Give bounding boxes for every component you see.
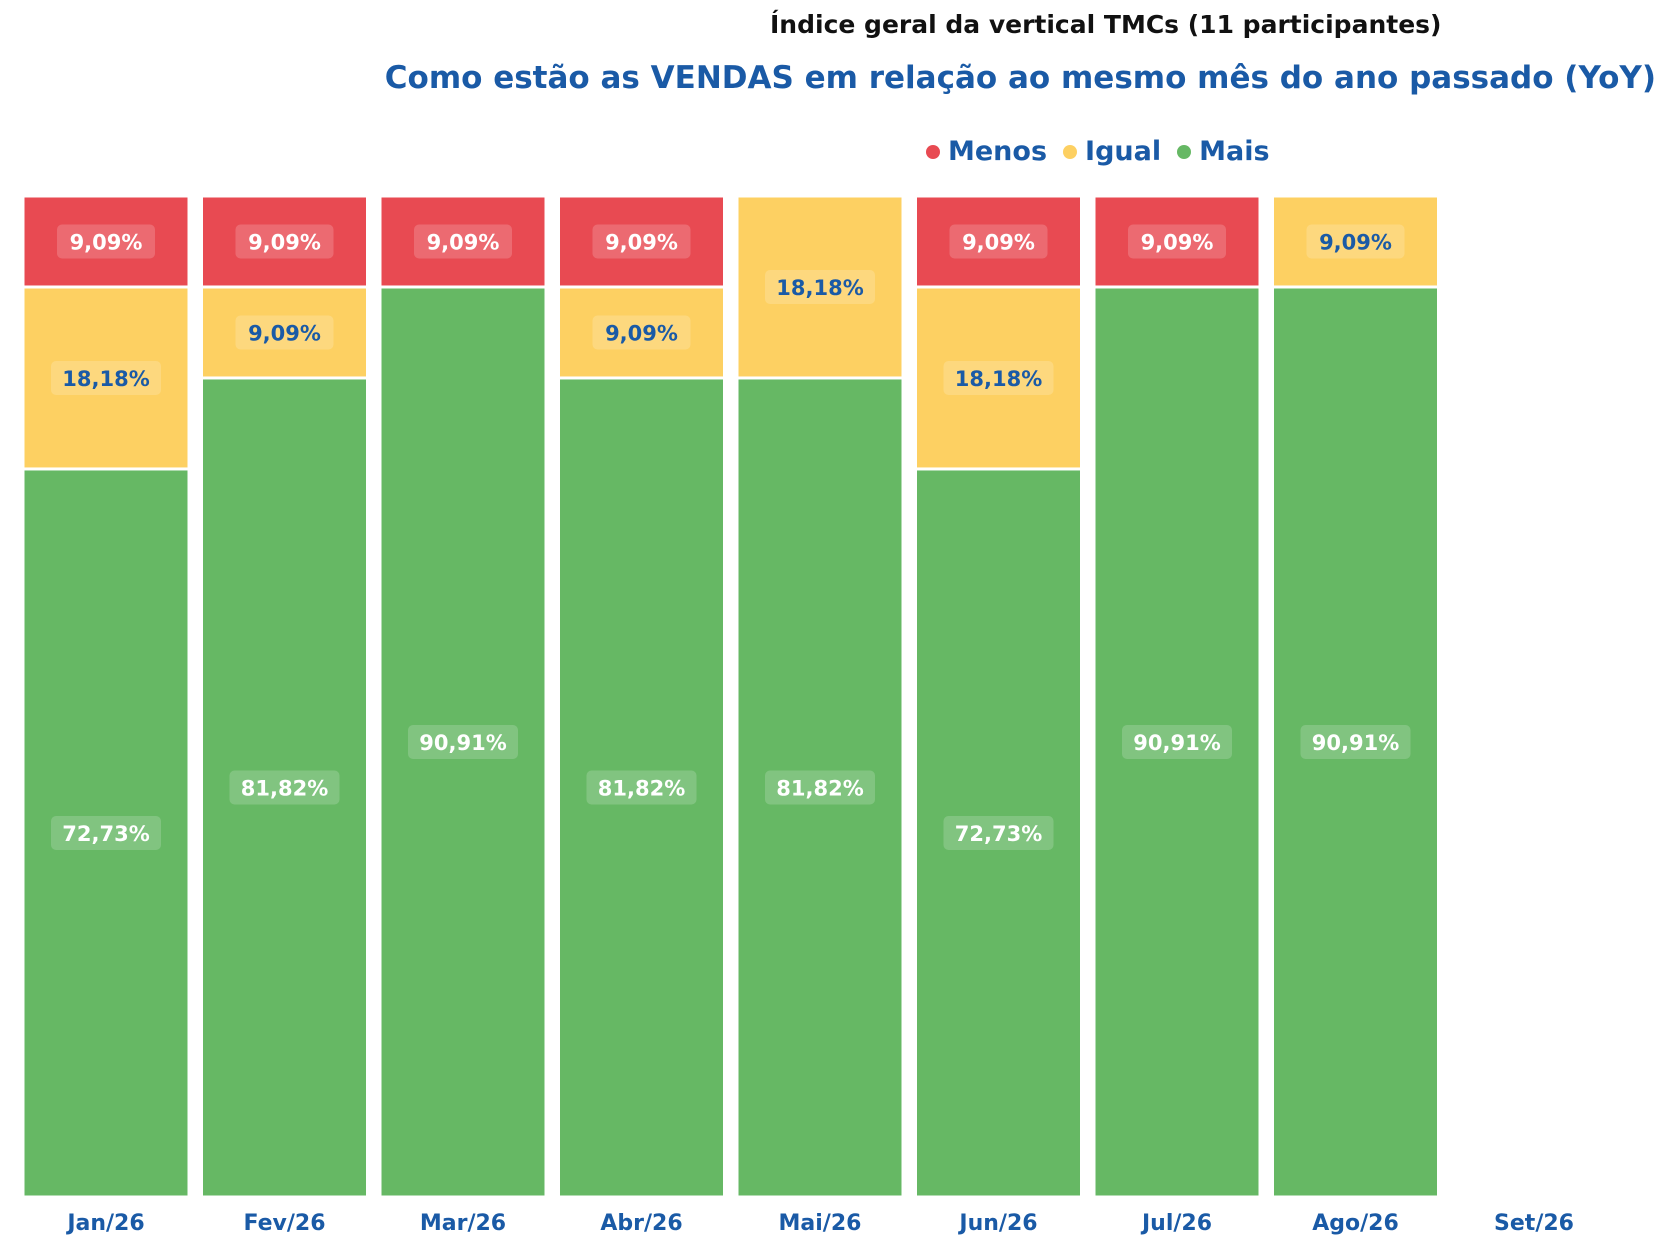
svg-text:9,09%: 9,09% <box>605 321 678 345</box>
data-label-igual-abr-26: 9,09% <box>592 315 691 350</box>
bar-segment-menos-jul-26 <box>1092 194 1262 289</box>
data-label-menos-abr-26: 9,09% <box>592 224 691 259</box>
data-label-mais-ago-26: 90,91% <box>1300 724 1411 759</box>
data-label-igual-jun-26: 18,18% <box>943 360 1054 395</box>
data-label-menos-fev-26: 9,09% <box>235 224 334 259</box>
bar-segment-igual-jun-26 <box>914 285 1083 471</box>
svg-text:9,09%: 9,09% <box>962 230 1035 254</box>
bar-segment-menos-fev-26 <box>200 194 369 289</box>
bar-segment-mais-jan-26 <box>21 467 191 1199</box>
bar-segment-mais-jul-26 <box>1092 285 1262 1199</box>
svg-text:90,91%: 90,91% <box>1312 731 1399 755</box>
svg-text:18,18%: 18,18% <box>62 367 149 391</box>
data-label-igual-fev-26: 9,09% <box>235 315 334 350</box>
svg-text:9,09%: 9,09% <box>427 230 500 254</box>
data-label-mais-jan-26: 72,73% <box>51 815 161 850</box>
data-label-mais-abr-26: 81,82% <box>586 770 697 805</box>
x-tick-label-jun-26: Jun/26 <box>957 1211 1037 1236</box>
x-tick-label-jan-26: Jan/26 <box>65 1211 144 1236</box>
legend-swatch-mais <box>1177 144 1192 159</box>
data-label-mais-mai-26: 81,82% <box>765 770 875 805</box>
svg-text:81,82%: 81,82% <box>241 776 328 800</box>
svg-text:9,09%: 9,09% <box>70 230 143 254</box>
svg-text:9,09%: 9,09% <box>605 230 678 254</box>
svg-text:72,73%: 72,73% <box>62 822 149 846</box>
data-label-menos-jul-26: 9,09% <box>1128 224 1226 259</box>
data-label-mais-fev-26: 81,82% <box>229 770 340 805</box>
svg-text:18,18%: 18,18% <box>776 276 863 300</box>
legend-label-igual: Igual <box>1085 136 1162 167</box>
x-tick-label-ago-26: Ago/26 <box>1312 1211 1399 1236</box>
x-tick-label-abr-26: Abr/26 <box>600 1211 682 1236</box>
bar-segment-igual-abr-26 <box>557 285 726 380</box>
svg-text:18,18%: 18,18% <box>955 367 1042 391</box>
legend-entry-menos: Menos <box>926 136 1047 167</box>
svg-text:81,82%: 81,82% <box>776 776 863 800</box>
legend-label-mais: Mais <box>1199 136 1270 167</box>
bar-segment-igual-fev-26 <box>200 285 369 380</box>
legend-entry-igual: Igual <box>1063 136 1161 167</box>
bar-segment-mais-ago-26 <box>1271 285 1440 1199</box>
data-label-igual-ago-26: 9,09% <box>1306 224 1405 259</box>
legend: Menos Igual Mais <box>926 136 1270 167</box>
x-tick-label-fev-26: Fev/26 <box>243 1211 325 1236</box>
chart-subtitle: Como estão as VENDAS em relação ao mesmo… <box>384 60 1656 96</box>
bar-segment-mais-fev-26 <box>200 376 369 1199</box>
data-label-mais-jun-26: 72,73% <box>943 815 1054 850</box>
bar-segment-mais-mar-26 <box>378 285 548 1199</box>
data-label-igual-jan-26: 18,18% <box>51 360 161 395</box>
data-label-mais-mar-26: 90,91% <box>408 724 518 759</box>
svg-text:81,82%: 81,82% <box>598 776 685 800</box>
svg-text:90,91%: 90,91% <box>419 731 506 755</box>
bar-segment-mais-mai-26 <box>735 376 905 1199</box>
legend-swatch-igual <box>1063 144 1078 159</box>
bar-segment-menos-abr-26 <box>557 194 726 289</box>
data-label-menos-jan-26: 9,09% <box>57 224 155 259</box>
svg-text:9,09%: 9,09% <box>1319 230 1392 254</box>
bar-segment-igual-mai-26 <box>735 194 905 380</box>
bar-segment-igual-ago-26 <box>1271 194 1440 289</box>
bar-segment-mais-abr-26 <box>557 376 726 1199</box>
x-tick-label-mai-26: Mai/26 <box>779 1211 862 1236</box>
data-label-menos-jun-26: 9,09% <box>949 224 1048 259</box>
data-label-igual-mai-26: 18,18% <box>765 269 875 304</box>
svg-text:9,09%: 9,09% <box>248 230 321 254</box>
x-tick-label-jul-26: Jul/26 <box>1140 1211 1212 1236</box>
data-label-menos-mar-26: 9,09% <box>414 224 512 259</box>
legend-entry-mais: Mais <box>1177 136 1270 167</box>
bar-segment-mais-jun-26 <box>914 467 1083 1199</box>
x-tick-label-set-26: Set/26 <box>1494 1211 1574 1236</box>
legend-swatch-menos <box>926 144 940 159</box>
svg-text:90,91%: 90,91% <box>1133 731 1220 755</box>
svg-text:72,73%: 72,73% <box>955 822 1042 846</box>
data-label-mais-jul-26: 90,91% <box>1122 724 1232 759</box>
x-tick-label-mar-26: Mar/26 <box>420 1211 506 1236</box>
svg-text:9,09%: 9,09% <box>1141 230 1214 254</box>
legend-label-menos: Menos <box>948 136 1048 167</box>
svg-text:9,09%: 9,09% <box>248 321 321 345</box>
chart-title: Índice geral da vertical TMCs (11 partic… <box>770 10 1442 39</box>
